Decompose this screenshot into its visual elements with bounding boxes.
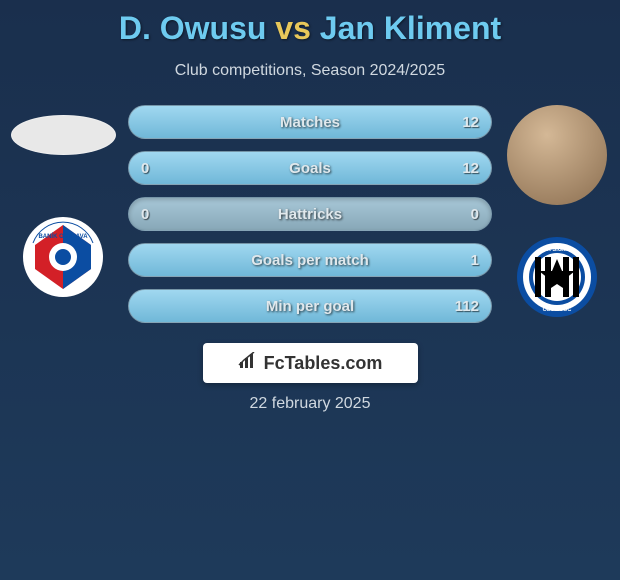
stat-label: Min per goal bbox=[266, 298, 354, 315]
svg-text:SK SIGMA: SK SIGMA bbox=[543, 247, 570, 253]
left-column: BANÍK OSTRAVA bbox=[8, 105, 118, 299]
stat-row: Matches 12 bbox=[128, 105, 492, 139]
stat-label: Matches bbox=[280, 114, 340, 131]
content-area: BANÍK OSTRAVA Matches 12 0 Goals 12 0 Hattrick… bbox=[0, 105, 620, 323]
stat-value-left: 0 bbox=[141, 206, 149, 223]
stat-label: Goals bbox=[289, 160, 331, 177]
stat-row: Goals per match 1 bbox=[128, 243, 492, 277]
player1-name: D. Owusu bbox=[119, 10, 267, 46]
stat-value-right: 12 bbox=[462, 160, 479, 177]
chart-icon bbox=[238, 352, 258, 375]
player2-avatar bbox=[507, 105, 607, 205]
stat-row: Min per goal 112 bbox=[128, 289, 492, 323]
page-title: D. Owusu vs Jan Kliment bbox=[0, 10, 620, 47]
date-label: 22 february 2025 bbox=[0, 395, 620, 413]
player2-name: Jan Kliment bbox=[320, 10, 501, 46]
stats-list: Matches 12 0 Goals 12 0 Hattricks 0 Goals per ma… bbox=[118, 105, 502, 323]
player1-avatar bbox=[11, 115, 116, 155]
svg-text:OLOMOUC: OLOMOUC bbox=[543, 307, 572, 313]
svg-text:BANÍK OSTRAVA: BANÍK OSTRAVA bbox=[38, 232, 88, 240]
stat-value-right: 1 bbox=[471, 252, 479, 269]
subtitle: Club competitions, Season 2024/2025 bbox=[0, 62, 620, 80]
stat-value-right: 112 bbox=[455, 298, 479, 315]
branding-text: FcTables.com bbox=[264, 353, 383, 374]
comparison-card: D. Owusu vs Jan Kliment Club competition… bbox=[0, 0, 620, 413]
branding-badge[interactable]: FcTables.com bbox=[203, 343, 418, 383]
stat-value-right: 12 bbox=[462, 114, 479, 131]
stat-value-right: 0 bbox=[471, 206, 479, 223]
club1-badge: BANÍK OSTRAVA bbox=[21, 215, 105, 299]
stat-value-left: 0 bbox=[141, 160, 149, 177]
stat-row: 0 Hattricks 0 bbox=[128, 197, 492, 231]
stat-label: Goals per match bbox=[251, 252, 369, 269]
club2-badge: SK SIGMA OLOMOUC bbox=[515, 235, 599, 319]
stat-row: 0 Goals 12 bbox=[128, 151, 492, 185]
right-column: SK SIGMA OLOMOUC bbox=[502, 105, 612, 319]
stat-label: Hattricks bbox=[278, 206, 342, 223]
vs-label: vs bbox=[275, 10, 311, 46]
